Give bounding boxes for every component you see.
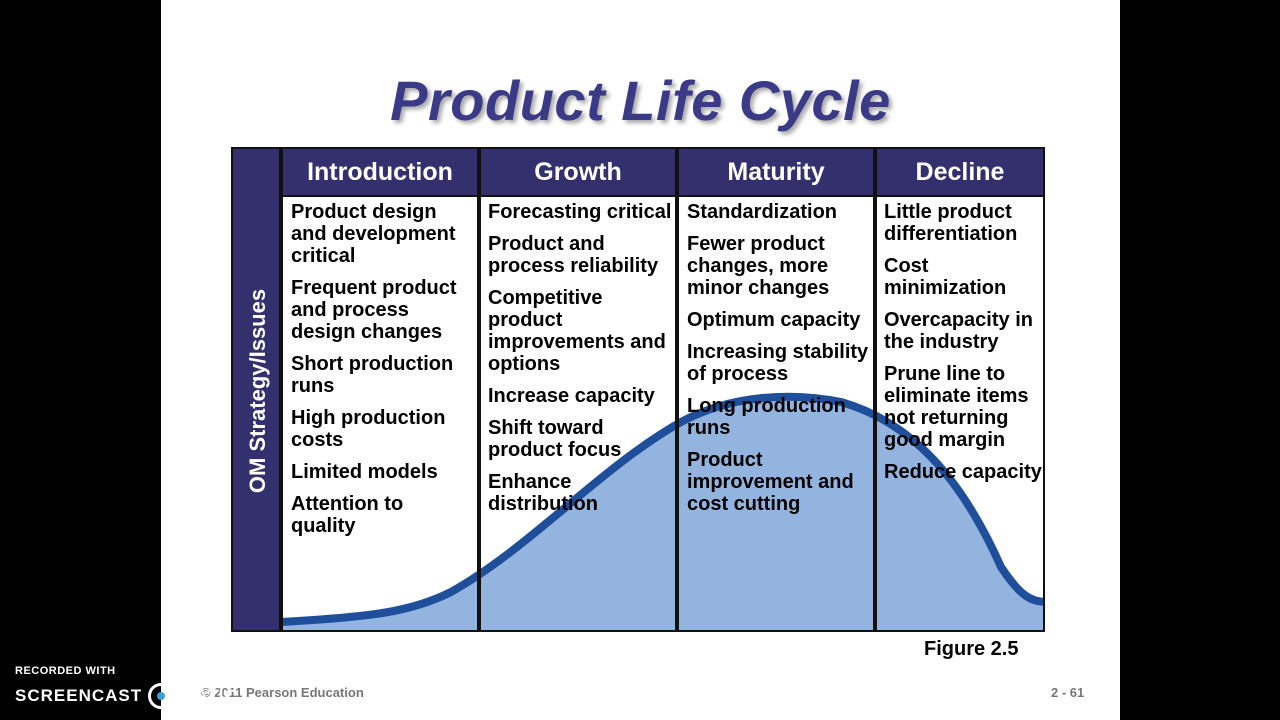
sidebar-label: OM Strategy/Issues xyxy=(245,288,270,494)
introduction-issues: Product design and development critical … xyxy=(291,201,473,547)
stage-column-maturity xyxy=(677,197,875,632)
copyright-text: © 2011 Pearson Education xyxy=(201,685,364,700)
curve-area xyxy=(281,396,1045,632)
issue-item: Cost minimization xyxy=(884,255,1007,299)
watermark-line1: RECORDED WITH xyxy=(15,665,116,677)
life-cycle-figure: OM Strategy/Issues Introduction Growth M… xyxy=(231,147,1045,632)
stage-header-decline: Decline xyxy=(875,147,1045,197)
screencast-logo-icon xyxy=(148,683,175,709)
issue-item: Forecasting critical xyxy=(488,201,672,223)
life-cycle-curve xyxy=(281,392,1045,632)
growth-issues: Forecasting critical Product and process… xyxy=(488,201,672,525)
issue-item: Competitive product improvements and opt… xyxy=(488,287,666,375)
issue-item: Fewer product changes, more minor change… xyxy=(687,233,830,299)
maturity-issues: Standardization Fewer product changes, m… xyxy=(687,201,871,525)
decline-issues: Little product differentiation Cost mini… xyxy=(884,201,1042,493)
watermark-brand-suffix: MATIC xyxy=(180,686,238,705)
stage-header-maturity: Maturity xyxy=(677,147,875,197)
issue-item: Increase capacity xyxy=(488,385,655,407)
issue-item: Standardization xyxy=(687,201,838,223)
issue-item: Enhance distribution xyxy=(488,471,598,515)
stage-column-decline xyxy=(875,197,1045,632)
issue-item: Shift toward product focus xyxy=(488,417,622,461)
issue-item: Product and process reliability xyxy=(488,233,659,277)
stage-header-growth: Growth xyxy=(479,147,677,197)
issue-item: Optimum capacity xyxy=(687,309,861,331)
issue-item: Short production runs xyxy=(291,353,454,397)
page-number: 2 - 61 xyxy=(1051,685,1085,700)
issue-item: Long production runs xyxy=(687,395,846,439)
issue-item: Product improvement and cost cutting xyxy=(687,449,854,515)
issue-item: Overcapacity in the industry xyxy=(884,309,1033,353)
slide-title: Product Life Cycle xyxy=(390,69,891,132)
issue-item: Increasing stability of process xyxy=(687,341,869,385)
curve-line xyxy=(281,392,1045,626)
watermark-brand: SCREENCAST xyxy=(15,686,143,705)
sidebar-band: OM Strategy/Issues xyxy=(231,147,281,632)
slide: Product Life Cycle OM Strategy/Issues In… xyxy=(161,0,1120,720)
issue-item: Prune line to eliminate items not return… xyxy=(884,363,1029,451)
issue-item: Product design and development critical xyxy=(291,201,456,267)
figure-label: Figure 2.5 xyxy=(924,638,1019,660)
issue-item: Limited models xyxy=(291,461,438,483)
issue-item: Attention to quality xyxy=(291,493,404,537)
issue-item: Little product differentiation xyxy=(884,201,1018,245)
stage-header-introduction: Introduction xyxy=(281,147,479,197)
issue-item: Frequent product and process design chan… xyxy=(291,277,457,343)
issue-item: High production costs xyxy=(291,407,446,451)
stage-column-growth xyxy=(479,197,677,632)
issue-item: Reduce capacity xyxy=(884,461,1042,483)
stage-column-introduction xyxy=(281,197,479,632)
screencast-watermark: RECORDED WITH SCREENCAST MATIC xyxy=(15,665,238,709)
